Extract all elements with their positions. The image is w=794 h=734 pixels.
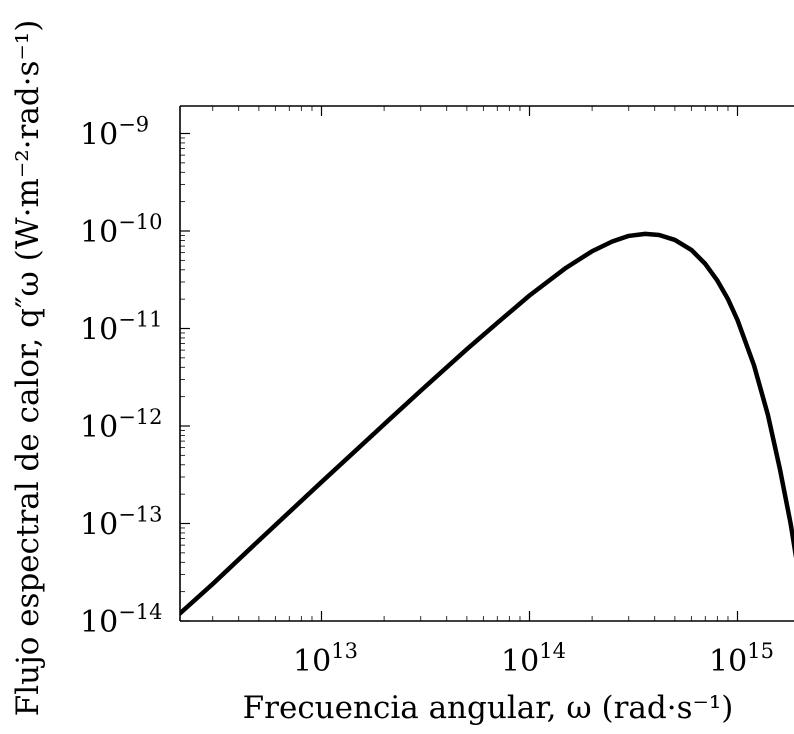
y-tick-label: 10−11 bbox=[80, 308, 163, 348]
x-tick-labels: 1013 1014 1015 bbox=[293, 639, 774, 679]
series-line bbox=[180, 231, 794, 617]
minor-ticks bbox=[180, 106, 729, 621]
x-tick-label: 1013 bbox=[293, 639, 358, 679]
y-tick-label: 10−9 bbox=[80, 113, 149, 153]
x-tick-label: 1014 bbox=[501, 639, 566, 679]
y-tick-label: 10−12 bbox=[80, 405, 163, 445]
x-tick-label: 1015 bbox=[709, 639, 774, 679]
x-axis-title: Frecuencia angular, ω (rad·s⁻¹) bbox=[243, 690, 734, 726]
y-tick-label: 10−10 bbox=[80, 210, 163, 250]
y-tick-label: 10−13 bbox=[80, 503, 163, 543]
y-tick-label: 10−14 bbox=[80, 600, 163, 640]
y-axis-title: Flujo espectral de calor, q″ω (W·m⁻²·rad… bbox=[10, 20, 46, 717]
major-ticks bbox=[180, 106, 739, 622]
y-tick-labels: 10−14 10−13 10−12 10−11 10−10 10−9 bbox=[80, 113, 163, 641]
